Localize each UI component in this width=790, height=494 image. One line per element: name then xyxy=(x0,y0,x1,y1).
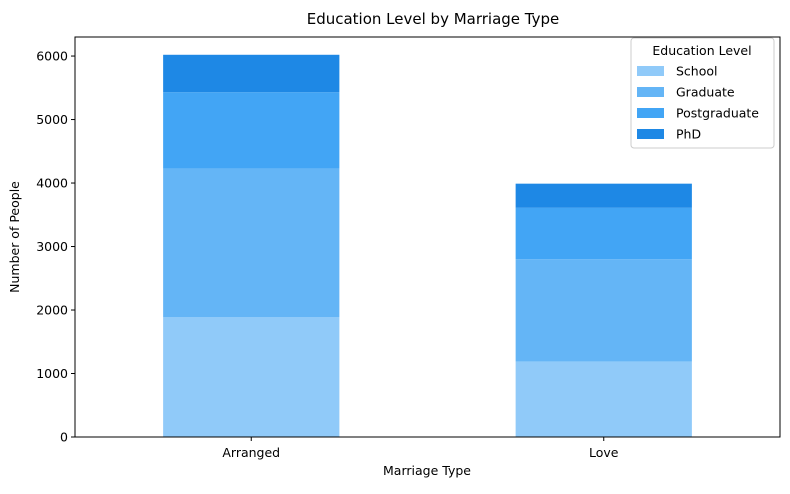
x-tick-label: Arranged xyxy=(222,445,280,460)
legend-label-postgraduate: Postgraduate xyxy=(676,106,759,121)
legend-swatch-postgraduate xyxy=(637,108,664,118)
legend-label-school: School xyxy=(676,64,718,79)
bar-arranged-phd xyxy=(163,54,340,93)
bar-arranged-postgraduate xyxy=(163,92,340,169)
legend-title: Education Level xyxy=(652,43,751,58)
y-tick-label: 3000 xyxy=(36,239,68,254)
legend-box xyxy=(630,37,775,149)
legend-swatch-phd xyxy=(637,129,664,139)
y-tick-label: 6000 xyxy=(36,49,68,64)
legend-swatch-graduate xyxy=(637,87,664,97)
y-axis-title: Number of People xyxy=(7,181,22,293)
y-tick-label: 2000 xyxy=(36,303,68,318)
bar-arranged-graduate xyxy=(163,168,340,317)
bar-arranged-school xyxy=(163,317,340,437)
bar-love-phd xyxy=(515,183,692,208)
x-axis: Arranged Love xyxy=(222,437,619,460)
legend-label-phd: PhD xyxy=(676,127,701,142)
legend-swatch-school xyxy=(637,66,664,76)
y-axis: 0 1000 2000 3000 4000 5000 6000 xyxy=(36,49,75,445)
bar-love-postgraduate xyxy=(515,207,692,260)
y-tick-label: 5000 xyxy=(36,112,68,127)
legend: Education Level School Graduate Postgradua… xyxy=(630,37,775,149)
y-tick-label: 0 xyxy=(60,430,68,445)
legend-label-graduate: Graduate xyxy=(676,85,735,100)
y-tick-label: 1000 xyxy=(36,366,68,381)
chart-title: Education Level by Marriage Type xyxy=(307,10,560,28)
x-tick-label: Love xyxy=(589,445,619,460)
bars-layer xyxy=(163,54,692,437)
y-tick-label: 4000 xyxy=(36,176,68,191)
x-axis-title: Marriage Type xyxy=(383,463,471,478)
bar-love-school xyxy=(515,361,692,437)
bar-love-graduate xyxy=(515,259,692,362)
plot-frame xyxy=(74,36,781,438)
